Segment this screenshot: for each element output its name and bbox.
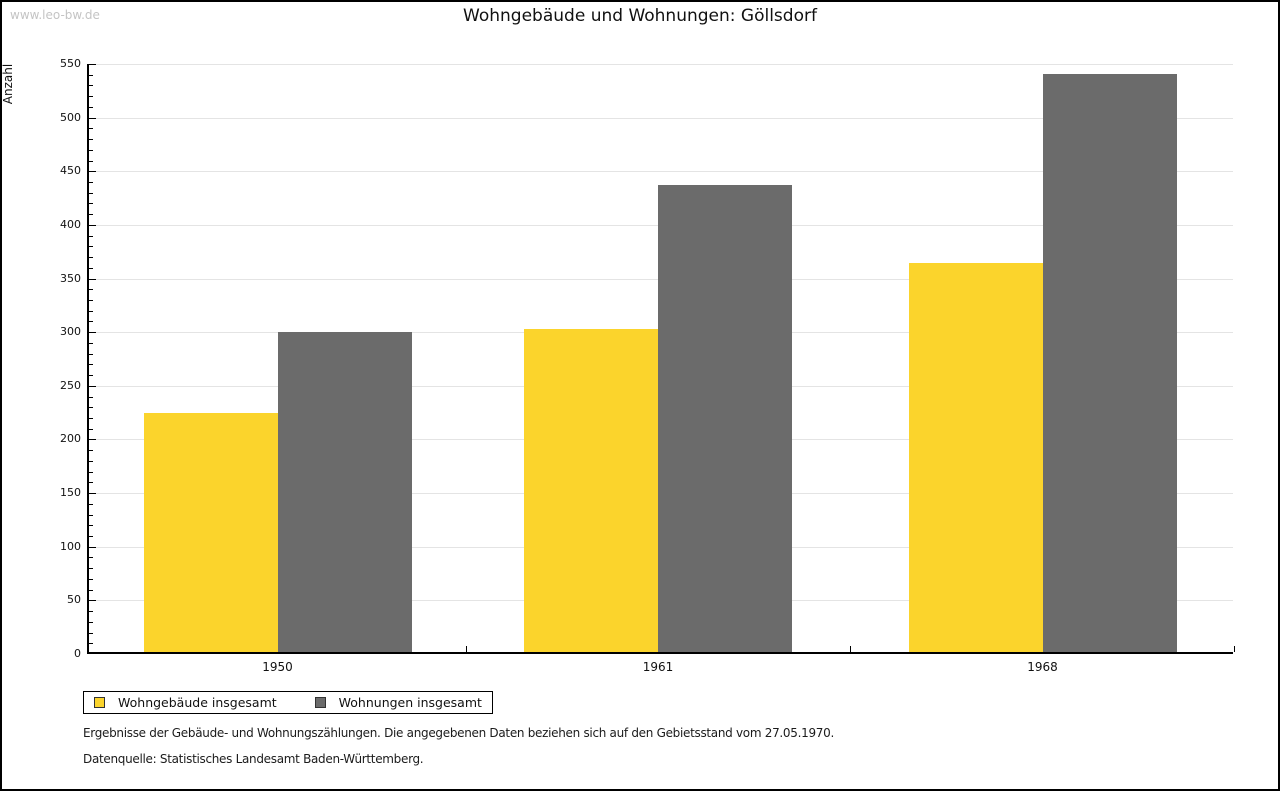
y-tick-minor-10 — [89, 643, 93, 645]
legend-swatch-gray — [314, 697, 326, 708]
y-tick-major-200 — [89, 439, 96, 441]
y-tick-major-100 — [89, 546, 96, 548]
bar-wohngebaeude-1968 — [908, 262, 1043, 652]
footnote-line-1: Ergebnisse der Gebäude- und Wohnungszähl… — [83, 726, 834, 740]
y-tick-major-500 — [89, 117, 96, 119]
y-tick-minor-60 — [89, 589, 93, 591]
y-tick-label-250: 250 — [60, 378, 81, 392]
y-tick-minor-20 — [89, 632, 93, 634]
y-tick-minor-460 — [89, 160, 93, 162]
y-tick-label-500: 500 — [60, 110, 81, 124]
y-tick-minor-410 — [89, 214, 93, 216]
y-tick-minor-320 — [89, 310, 93, 312]
y-tick-minor-260 — [89, 375, 93, 377]
y-tick-minor-190 — [89, 450, 93, 452]
y-tick-minor-220 — [89, 418, 93, 419]
legend-item-wohnungen: Wohnungen insgesamt — [314, 695, 482, 710]
y-tick-label-300: 300 — [60, 325, 81, 339]
plot-area: 0 50 100 150 200 250 300 350 400 450 500 550 1950 196… — [60, 57, 1235, 674]
watermark: www.leo-bw.de — [10, 8, 100, 22]
y-tick-minor-170 — [89, 471, 93, 473]
legend-label: Wohnungen insgesamt — [338, 695, 482, 710]
y-tick-minor-90 — [89, 557, 93, 559]
y-tick-minor-510 — [89, 106, 93, 108]
y-tick-minor-340 — [89, 289, 93, 291]
legend-label: Wohngebäude insgesamt — [118, 695, 277, 710]
y-tick-minor-480 — [89, 139, 93, 141]
y-tick-major-50 — [89, 600, 96, 602]
y-tick-minor-420 — [89, 203, 93, 205]
y-tick-major-250 — [89, 385, 96, 387]
y-tick-label-100: 100 — [60, 539, 81, 553]
y-tick-minor-140 — [89, 503, 93, 505]
gridline-450 — [89, 171, 1233, 173]
legend-swatch-yellow — [94, 697, 105, 708]
x-tick-label-1961: 1961 — [642, 660, 674, 674]
y-tick-label-150: 150 — [60, 486, 81, 500]
y-tick-minor-540 — [89, 74, 93, 76]
y-tick-minor-530 — [89, 85, 93, 87]
y-tick-major-550 — [89, 64, 96, 65]
y-tick-major-350 — [89, 278, 96, 280]
y-tick-minor-380 — [89, 246, 93, 248]
legend-item-wohngebaeude: Wohngebäude insgesamt — [94, 695, 277, 710]
y-tick-label-450: 450 — [60, 164, 81, 178]
y-tick-minor-110 — [89, 536, 93, 537]
bar-wohngebaeude-1961 — [524, 329, 658, 652]
y-tick-minor-330 — [89, 300, 93, 301]
y-tick-minor-30 — [89, 621, 93, 623]
y-tick-minor-40 — [89, 611, 93, 613]
y-tick-minor-230 — [89, 407, 93, 409]
y-tick-label-400: 400 — [60, 217, 81, 231]
y-tick-minor-240 — [89, 396, 93, 398]
y-tick-minor-360 — [89, 267, 93, 269]
y-tick-minor-520 — [89, 96, 93, 98]
y-tick-minor-490 — [89, 128, 93, 130]
bar-wohnungen-1961 — [658, 185, 792, 652]
y-tick-minor-70 — [89, 578, 93, 580]
bar-wohnungen-1968 — [1042, 73, 1177, 652]
y-tick-minor-180 — [89, 460, 93, 462]
x-tick-label-1950: 1950 — [262, 660, 293, 674]
bar-wohngebaeude-1950 — [143, 412, 278, 652]
y-tick-label-350: 350 — [60, 271, 81, 285]
y-tick-label-200: 200 — [60, 432, 81, 446]
y-tick-minor-430 — [89, 192, 93, 194]
y-tick-minor-270 — [89, 364, 93, 366]
y-tick-minor-470 — [89, 149, 93, 151]
y-tick-label-50: 50 — [67, 593, 81, 607]
chart-title: Wohngebäude und Wohnungen: Göllsdorf — [463, 6, 817, 26]
x-axis-endcap — [1234, 646, 1235, 652]
y-tick-minor-160 — [89, 482, 93, 484]
y-tick-major-150 — [89, 493, 96, 495]
y-tick-minor-210 — [89, 428, 93, 430]
y-tick-major-400 — [89, 224, 96, 226]
gridline-550 — [89, 64, 1233, 65]
y-axis-title: Anzahl — [1, 63, 15, 105]
y-tick-minor-120 — [89, 525, 93, 527]
x-divider-tick-1 — [850, 646, 851, 652]
legend: Wohngebäude insgesamt Wohnungen insgesam… — [83, 691, 493, 714]
y-tick-minor-80 — [89, 568, 93, 570]
y-tick-minor-280 — [89, 353, 93, 355]
bar-wohnungen-1950 — [277, 332, 412, 652]
y-tick-label-0: 0 — [74, 647, 81, 660]
y-tick-minor-290 — [89, 342, 93, 344]
y-tick-label-550: 550 — [60, 57, 81, 70]
y-tick-minor-130 — [89, 514, 93, 516]
x-divider-tick-0 — [466, 646, 467, 652]
x-tick-label-1968: 1968 — [1027, 660, 1058, 674]
gridline-500 — [89, 117, 1233, 119]
footnote-line-2: Datenquelle: Statistisches Landesamt Bad… — [83, 752, 424, 766]
y-tick-major-300 — [89, 332, 96, 334]
y-tick-minor-310 — [89, 321, 93, 323]
y-tick-minor-440 — [89, 182, 93, 183]
y-tick-minor-390 — [89, 235, 93, 237]
y-tick-minor-370 — [89, 257, 93, 259]
y-tick-major-450 — [89, 171, 96, 173]
